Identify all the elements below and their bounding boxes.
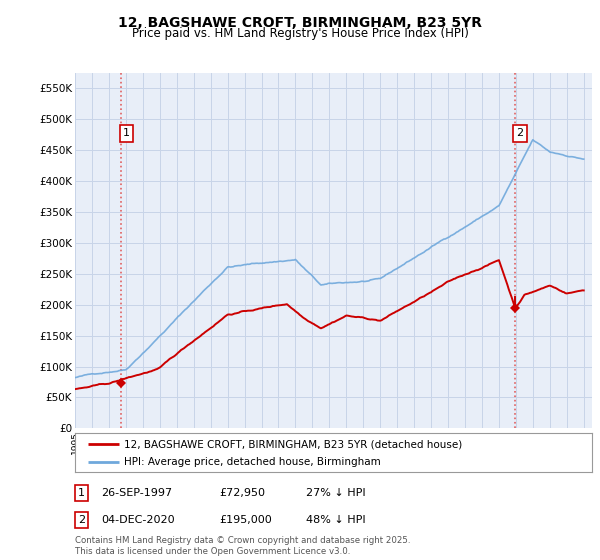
Text: £72,950: £72,950 [219, 488, 265, 498]
Text: 04-DEC-2020: 04-DEC-2020 [101, 515, 175, 525]
Text: Price paid vs. HM Land Registry's House Price Index (HPI): Price paid vs. HM Land Registry's House … [131, 27, 469, 40]
Text: 1: 1 [78, 488, 85, 498]
Text: 2: 2 [516, 128, 523, 138]
Text: 48% ↓ HPI: 48% ↓ HPI [306, 515, 365, 525]
Text: 12, BAGSHAWE CROFT, BIRMINGHAM, B23 5YR (detached house): 12, BAGSHAWE CROFT, BIRMINGHAM, B23 5YR … [124, 439, 463, 449]
Text: 12, BAGSHAWE CROFT, BIRMINGHAM, B23 5YR: 12, BAGSHAWE CROFT, BIRMINGHAM, B23 5YR [118, 16, 482, 30]
Text: 2: 2 [78, 515, 85, 525]
Text: 1: 1 [123, 128, 130, 138]
Text: HPI: Average price, detached house, Birmingham: HPI: Average price, detached house, Birm… [124, 457, 381, 467]
Text: £195,000: £195,000 [219, 515, 272, 525]
Text: 26-SEP-1997: 26-SEP-1997 [101, 488, 172, 498]
Text: 27% ↓ HPI: 27% ↓ HPI [306, 488, 365, 498]
Text: Contains HM Land Registry data © Crown copyright and database right 2025.
This d: Contains HM Land Registry data © Crown c… [75, 536, 410, 556]
